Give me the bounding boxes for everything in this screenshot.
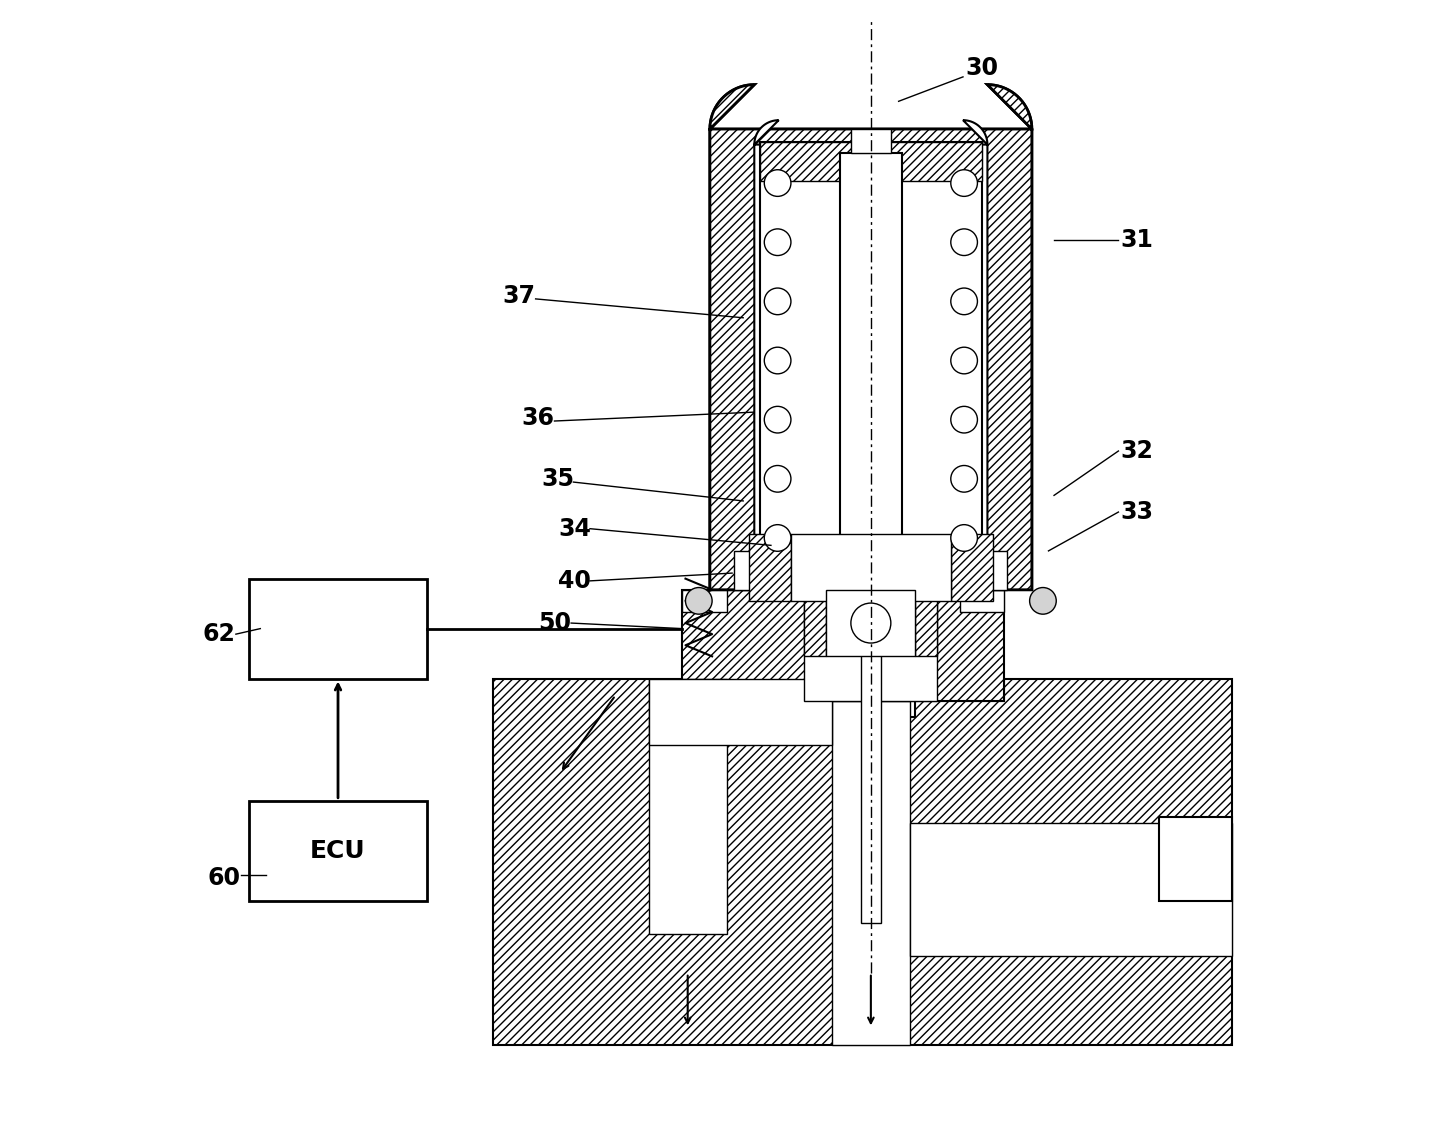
Circle shape	[950, 347, 978, 374]
Polygon shape	[709, 84, 1032, 590]
Bar	[832, 700, 910, 1045]
Polygon shape	[493, 679, 1231, 1045]
Circle shape	[950, 170, 978, 197]
Circle shape	[685, 588, 712, 614]
Bar	[649, 679, 727, 934]
Bar	[249, 579, 427, 679]
Text: 30: 30	[965, 56, 998, 80]
Circle shape	[950, 465, 978, 492]
Text: 40: 40	[558, 569, 591, 592]
Circle shape	[764, 347, 790, 374]
Bar	[861, 568, 881, 923]
Circle shape	[950, 525, 978, 551]
Text: 35: 35	[541, 466, 574, 491]
Text: 34: 34	[558, 517, 591, 541]
Circle shape	[764, 229, 790, 255]
Bar	[682, 590, 727, 611]
Bar	[760, 143, 982, 181]
Polygon shape	[748, 534, 790, 601]
Circle shape	[950, 288, 978, 315]
Circle shape	[764, 288, 790, 315]
Text: 37: 37	[502, 283, 535, 308]
Circle shape	[950, 407, 978, 433]
Polygon shape	[988, 551, 1008, 590]
Bar	[805, 590, 937, 700]
Polygon shape	[734, 551, 754, 590]
Circle shape	[764, 407, 790, 433]
Polygon shape	[709, 84, 1032, 590]
Circle shape	[851, 604, 891, 643]
Circle shape	[950, 229, 978, 255]
Text: 60: 60	[208, 867, 241, 890]
Polygon shape	[950, 534, 994, 601]
Bar	[790, 534, 950, 601]
Circle shape	[764, 525, 790, 551]
Text: ECU: ECU	[310, 839, 366, 862]
Bar	[760, 143, 982, 579]
Polygon shape	[805, 590, 826, 656]
Polygon shape	[916, 590, 937, 656]
Text: 33: 33	[1120, 500, 1154, 524]
Text: 50: 50	[538, 611, 571, 635]
Bar	[851, 129, 891, 154]
Circle shape	[1030, 588, 1056, 614]
Bar	[649, 679, 832, 745]
Bar	[910, 823, 1231, 957]
Bar	[826, 590, 916, 656]
Bar	[839, 154, 901, 568]
Bar	[1159, 817, 1231, 900]
Polygon shape	[754, 120, 988, 590]
Bar	[249, 800, 427, 900]
Text: 62: 62	[203, 623, 235, 646]
Text: 36: 36	[522, 406, 554, 429]
Circle shape	[764, 465, 790, 492]
Circle shape	[764, 170, 790, 197]
Text: 31: 31	[1120, 228, 1154, 252]
Text: 32: 32	[1120, 439, 1154, 463]
Polygon shape	[682, 590, 1004, 700]
Bar	[960, 590, 1004, 611]
